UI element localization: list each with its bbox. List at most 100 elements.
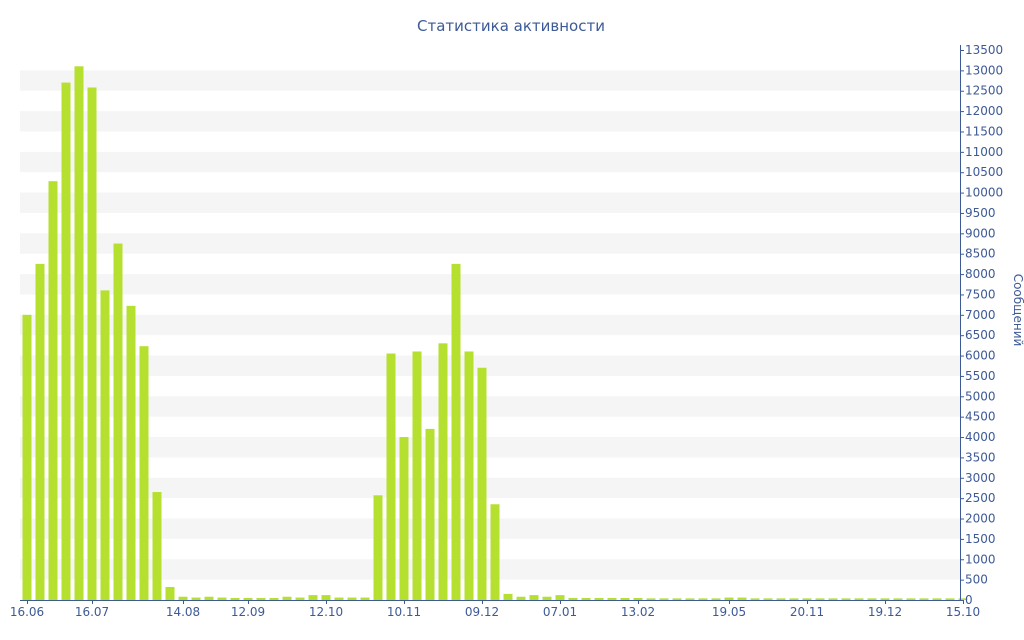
- bar: [438, 343, 448, 600]
- bar: [555, 595, 565, 600]
- x-axis-ticks: 16.06 16.07 14.08 12.09 12.10 10.11 09.12 07.01…: [10, 600, 980, 619]
- y-tick-label: 4500: [965, 410, 996, 424]
- y-tick-label: 2000: [965, 512, 996, 526]
- bar: [451, 263, 461, 600]
- bar: [22, 314, 32, 600]
- bar: [568, 597, 578, 600]
- x-tick-label: 12.09: [231, 605, 265, 619]
- y-tick-label: 4000: [965, 430, 996, 444]
- bar: [893, 598, 903, 600]
- bar: [594, 597, 604, 600]
- y-tick-label: 8500: [965, 247, 996, 261]
- y-tick-label: 13000: [965, 63, 1003, 77]
- y-axis-label: Сообщений: [1011, 274, 1024, 347]
- bar: [529, 595, 539, 600]
- grid-band: [20, 518, 960, 539]
- y-tick-label: 6000: [965, 349, 996, 363]
- bar: [165, 586, 175, 600]
- bar: [334, 597, 344, 600]
- y-tick-label: 9000: [965, 226, 996, 240]
- bar: [854, 598, 864, 600]
- y-tick-label: 1500: [965, 532, 996, 546]
- grid-band: [20, 151, 960, 173]
- grid-band: [20, 233, 960, 254]
- bar: [672, 598, 682, 600]
- grid-band: [20, 70, 960, 91]
- y-tick-label: 0: [965, 593, 973, 607]
- bar: [932, 598, 942, 600]
- y-tick-label: 5500: [965, 369, 996, 383]
- bar: [282, 596, 292, 600]
- bar: [750, 598, 760, 600]
- bar: [815, 598, 825, 600]
- bar: [100, 290, 110, 600]
- y-tick-label: 10500: [965, 165, 1003, 179]
- grid-bands: [20, 70, 960, 580]
- grid-band: [20, 314, 960, 336]
- bar: [880, 598, 890, 600]
- bar: [35, 263, 45, 600]
- bar: [711, 598, 721, 600]
- bar: [659, 598, 669, 600]
- y-tick-label: 500: [965, 573, 988, 587]
- y-tick-label: 3000: [965, 471, 996, 485]
- bar: [919, 598, 929, 600]
- bar: [217, 597, 227, 600]
- y-axis-ticks: 0 500 1000 1500 2000 2500 3000 3500 4000 4500 5000…: [960, 43, 1003, 607]
- bar: [620, 597, 630, 600]
- bar: [373, 495, 383, 600]
- bar: [48, 181, 58, 600]
- y-tick-label: 13500: [965, 43, 1003, 57]
- x-tick-label: 15.10: [946, 605, 980, 619]
- x-tick-label: 12.10: [309, 605, 343, 619]
- bar: [802, 598, 812, 600]
- chart-title: Статистика активности: [417, 17, 605, 35]
- x-tick-label: 19.12: [868, 605, 902, 619]
- bar: [503, 593, 513, 600]
- x-tick-label: 07.01: [543, 605, 577, 619]
- bar: [321, 595, 331, 600]
- x-tick-label: 19.05: [712, 605, 746, 619]
- bar: [776, 598, 786, 600]
- bar: [542, 596, 552, 600]
- y-tick-label: 6500: [965, 328, 996, 342]
- y-tick-label: 10000: [965, 186, 1003, 200]
- bar: [295, 597, 305, 600]
- bar: [191, 597, 201, 600]
- bar: [685, 598, 695, 600]
- bar: [789, 598, 799, 600]
- grid-band: [20, 477, 960, 499]
- x-tick-label: 20.11: [790, 605, 824, 619]
- grid-band: [20, 274, 960, 295]
- bar: [633, 597, 643, 600]
- bar-series: [22, 66, 968, 601]
- bar: [464, 351, 474, 600]
- bar: [360, 597, 370, 600]
- bar: [724, 597, 734, 600]
- bar: [243, 597, 253, 600]
- bar: [269, 597, 279, 600]
- y-tick-label: 11000: [965, 145, 1003, 159]
- y-tick-label: 12500: [965, 84, 1003, 98]
- grid-band: [20, 396, 960, 417]
- bar: [126, 305, 136, 600]
- bar: [698, 598, 708, 600]
- grid-band: [20, 192, 960, 213]
- bar: [412, 351, 422, 600]
- bar: [61, 82, 71, 600]
- grid-band: [20, 111, 960, 132]
- bar: [607, 597, 617, 600]
- bar: [113, 243, 123, 600]
- x-tick-label: 14.08: [166, 605, 200, 619]
- x-tick-label: 16.06: [10, 605, 44, 619]
- y-tick-label: 3500: [965, 450, 996, 464]
- bar: [230, 597, 240, 600]
- grid-band: [20, 437, 960, 458]
- bar: [425, 428, 435, 600]
- bar: [737, 597, 747, 600]
- y-tick-label: 9500: [965, 206, 996, 220]
- y-tick-label: 1000: [965, 552, 996, 566]
- bar: [477, 367, 487, 600]
- y-tick-label: 5000: [965, 389, 996, 403]
- bar: [139, 346, 149, 600]
